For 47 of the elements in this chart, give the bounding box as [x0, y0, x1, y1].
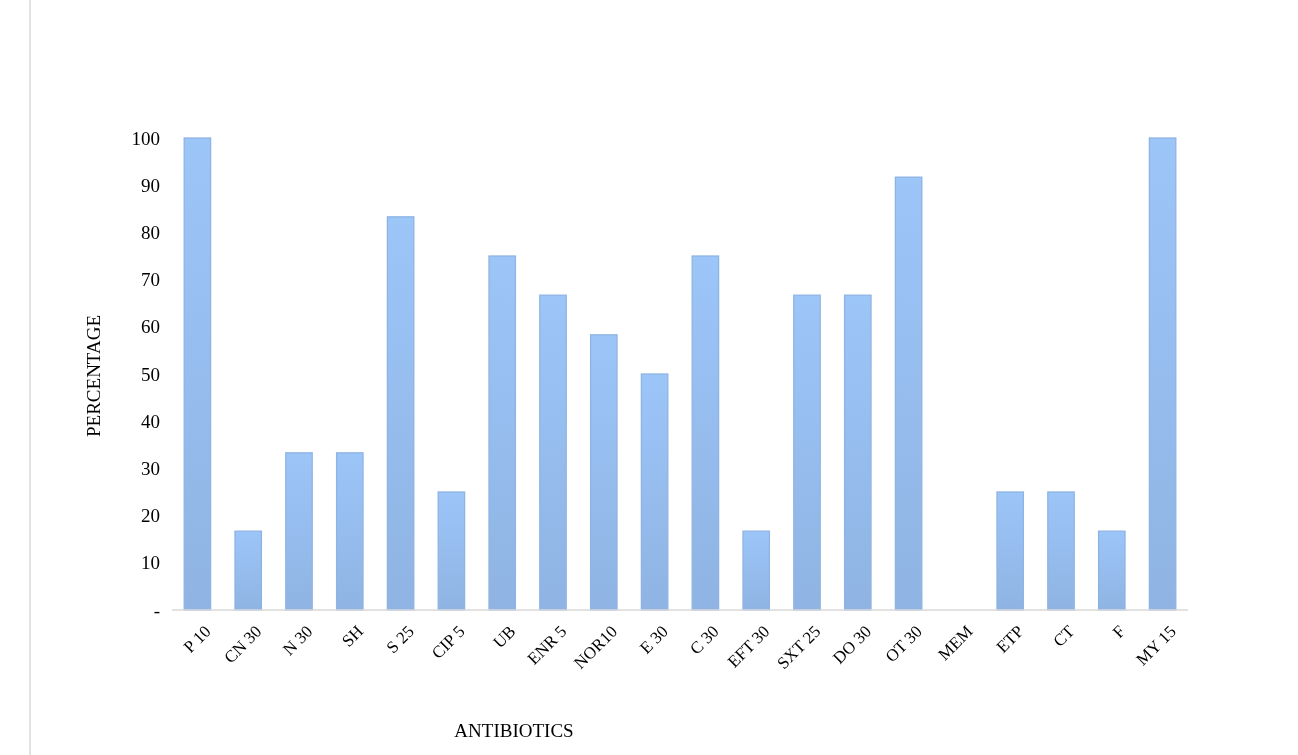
bar	[793, 294, 821, 611]
bar	[843, 294, 872, 611]
x-tick-label: SH	[338, 621, 368, 651]
y-tick-label: 10	[141, 552, 160, 574]
x-tick-label: ETP	[992, 621, 1028, 657]
bar	[1047, 491, 1075, 611]
x-tick-label: S 25	[382, 621, 418, 657]
x-tick-label: N 30	[279, 621, 317, 659]
bar	[742, 530, 771, 611]
x-axis-title: ANTIBIOTICS	[454, 720, 574, 741]
bar	[335, 452, 364, 611]
bar	[539, 294, 567, 611]
bar	[183, 137, 212, 611]
x-tick-label: UB	[489, 621, 520, 652]
x-tick-label: C 30	[686, 621, 723, 659]
y-tick-label: 20	[141, 505, 160, 527]
bar	[1148, 137, 1177, 611]
y-tick-label: 90	[141, 174, 160, 196]
y-tick-label: -	[153, 599, 160, 621]
bar	[996, 491, 1025, 611]
bar	[386, 216, 415, 611]
y-tick-label: 60	[141, 316, 160, 338]
bar	[285, 452, 313, 611]
bar	[1097, 530, 1126, 611]
y-tick-label: 70	[141, 269, 160, 291]
x-tick-label: CT	[1049, 621, 1079, 651]
bar	[894, 176, 923, 611]
x-tick-label: CIP 5	[427, 621, 469, 663]
x-tick-label: MY 15	[1132, 621, 1180, 670]
y-tick-label: 100	[131, 127, 160, 149]
y-tick-label: 50	[141, 363, 160, 385]
x-tick-label: E 30	[636, 621, 672, 658]
y-tick-label: 80	[141, 221, 160, 243]
y-tick-label: 30	[141, 457, 160, 479]
x-tick-label: CN 30	[220, 621, 266, 667]
bar	[640, 373, 669, 611]
y-axis-title: PERCENTAGE	[83, 315, 104, 437]
bar	[488, 255, 517, 611]
x-tick-label: DO 30	[829, 621, 876, 668]
x-tick-label: F	[1108, 621, 1130, 642]
x-tick-label: OT 30	[881, 621, 926, 667]
bar	[589, 334, 618, 611]
bar	[437, 491, 466, 611]
y-tick-label: 40	[141, 410, 160, 432]
bar	[234, 530, 263, 611]
x-tick-label: P 10	[179, 621, 215, 657]
bar	[691, 255, 720, 611]
